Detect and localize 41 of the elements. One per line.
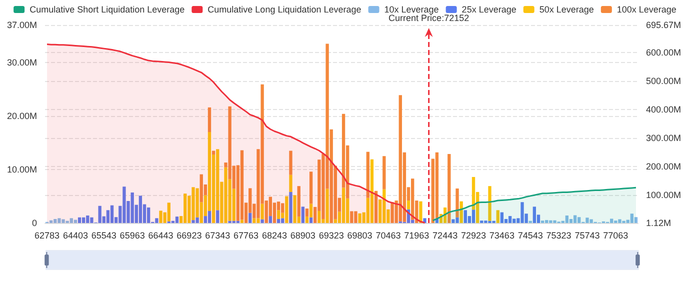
legend-label: Cumulative Short Liquidation Leverage bbox=[30, 4, 185, 14]
y2-tick-label: 300.00M bbox=[646, 132, 682, 143]
y2-tick-label: 695.67M bbox=[646, 20, 682, 30]
x-tick-label: 75743 bbox=[574, 230, 600, 240]
y-tick-label: 10.00M bbox=[6, 164, 37, 174]
x-tick-label: 74543 bbox=[518, 230, 543, 240]
x-tick-label: 66923 bbox=[176, 230, 202, 240]
legend-label: 25x Leverage bbox=[462, 4, 516, 14]
legend-label: 50x Leverage bbox=[539, 4, 594, 14]
x-tick-label: 70463 bbox=[376, 230, 401, 240]
x-tick-label: 68243 bbox=[262, 230, 287, 240]
x-tick-label: 64403 bbox=[62, 230, 88, 240]
legend-label: 10x Leverage bbox=[384, 4, 439, 14]
x-tick-label: 73463 bbox=[489, 230, 514, 240]
x-tick-label: 68903 bbox=[290, 230, 316, 240]
x-tick-label: 71963 bbox=[404, 230, 430, 240]
y-tick-label: 30.00M bbox=[6, 57, 37, 68]
x-tick-label: 65543 bbox=[91, 230, 116, 240]
x-tick-label: 75323 bbox=[546, 230, 572, 240]
y2-tick-label: 400.00M bbox=[646, 104, 682, 114]
x-tick-label: 62783 bbox=[34, 230, 60, 240]
y-tick-label: 0 bbox=[32, 218, 37, 228]
y-tick-label: 37.00M bbox=[6, 20, 37, 30]
y2-tick-label: 200.00M bbox=[646, 161, 682, 172]
y2-tick-label: 100.00M bbox=[646, 190, 682, 200]
x-tick-label: 72443 bbox=[432, 230, 458, 240]
text: Current Price:72152 bbox=[388, 13, 470, 23]
x-tick-label: 77063 bbox=[603, 230, 628, 240]
y-tick-label: 20.00M bbox=[6, 110, 37, 121]
x-tick-label: 67763 bbox=[234, 230, 259, 240]
y2-tick-label: 600.00M bbox=[646, 47, 682, 58]
x-tick-label: 72923 bbox=[460, 230, 486, 240]
y2-tick-label: 1.12M bbox=[646, 218, 672, 228]
x-tick-label: 69323 bbox=[318, 230, 344, 240]
x-tick-label: 69803 bbox=[347, 230, 372, 240]
x-tick-label: 66443 bbox=[148, 230, 174, 240]
x-tick-label: 67343 bbox=[205, 230, 230, 240]
legend-label: Cumulative Long Liquidation Leverage bbox=[208, 4, 362, 14]
x-tick-label: 65963 bbox=[120, 230, 145, 240]
legend-label: 100x Leverage bbox=[616, 4, 676, 14]
y2-tick-label: 500.00M bbox=[646, 76, 682, 86]
